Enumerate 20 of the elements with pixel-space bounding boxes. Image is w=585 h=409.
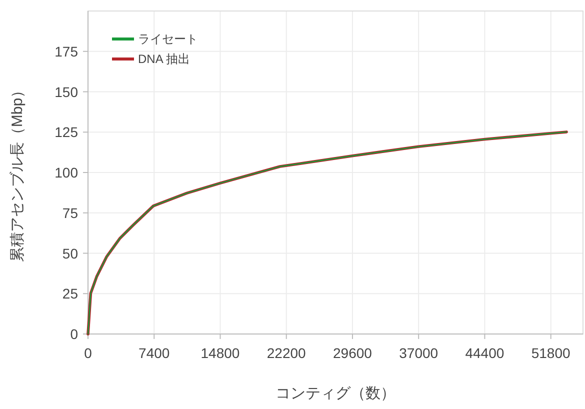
y-tick-label: 25 [62, 286, 78, 302]
x-tick-label: 51800 [531, 345, 571, 361]
legend-label: DNA 抽出 [138, 52, 190, 66]
x-tick-label: 7400 [138, 345, 170, 361]
y-tick-label: 100 [54, 164, 78, 180]
x-tick-label: 44400 [465, 345, 504, 361]
y-tick-label: 150 [54, 84, 78, 100]
x-axis-title: コンティグ（数） [276, 385, 396, 402]
x-tick-label: 37000 [399, 345, 438, 361]
legend-label: ライセート [138, 32, 198, 46]
y-tick-label: 75 [62, 204, 78, 221]
y-tick-label: 0 [70, 326, 78, 342]
x-tick-label: 0 [84, 345, 92, 361]
y-tick-label: 125 [54, 124, 78, 140]
y-axis-title: 累積アセンブル長（Mbp） [9, 82, 26, 262]
x-tick-label: 22200 [266, 345, 306, 361]
x-tick-label: 29600 [333, 345, 372, 361]
y-tick-label: 50 [62, 245, 78, 262]
x-tick-label: 14800 [200, 345, 240, 361]
y-tick-label: 175 [54, 43, 78, 60]
